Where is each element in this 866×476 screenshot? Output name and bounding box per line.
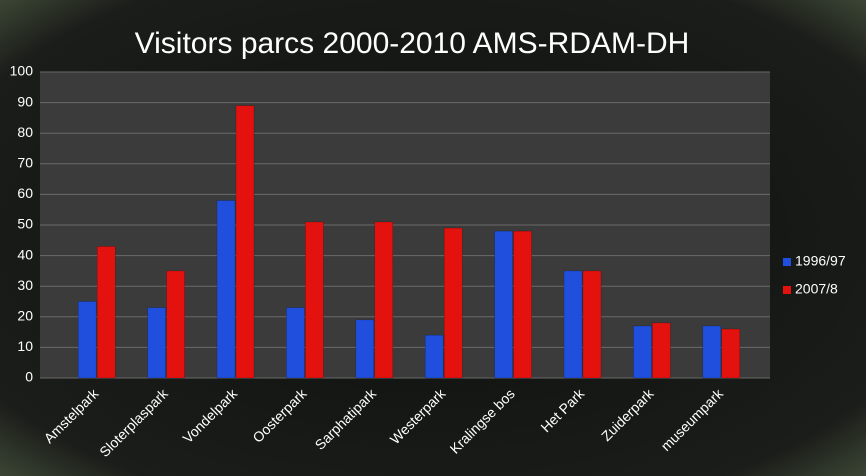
y-tick-label: 60 — [17, 185, 33, 201]
y-tick-label: 10 — [17, 338, 33, 354]
bar — [97, 246, 115, 378]
bar — [444, 228, 462, 378]
bar — [167, 271, 185, 378]
bar — [722, 329, 740, 378]
bar — [305, 222, 323, 378]
y-tick-label: 20 — [17, 308, 33, 324]
bar — [148, 308, 166, 378]
bar — [652, 323, 670, 378]
bar — [495, 231, 513, 378]
bar — [425, 335, 443, 378]
bar — [236, 106, 254, 378]
y-tick-label: 70 — [17, 155, 33, 171]
y-tick-label: 90 — [17, 93, 33, 109]
legend-swatch — [783, 286, 791, 294]
legend-label: 2007/8 — [795, 281, 838, 297]
legend-label: 1996/97 — [795, 253, 846, 269]
bar — [583, 271, 601, 378]
y-tick-label: 50 — [17, 216, 33, 232]
bar — [703, 326, 721, 378]
bar — [514, 231, 532, 378]
legend-swatch — [783, 258, 791, 266]
y-tick-label: 100 — [10, 63, 34, 79]
y-tick-label: 40 — [17, 246, 33, 262]
bar — [286, 308, 304, 378]
bar — [633, 326, 651, 378]
bar — [356, 320, 374, 378]
bar — [78, 302, 96, 379]
bar — [564, 271, 582, 378]
y-tick-label: 30 — [17, 277, 33, 293]
bar — [217, 201, 235, 378]
chart: Visitors parcs 2000-2010 AMS-RDAM-DH 0 10… — [0, 0, 866, 476]
y-tick-label: 0 — [25, 369, 33, 385]
y-tick-label: 80 — [17, 124, 33, 140]
chart-title: Visitors parcs 2000-2010 AMS-RDAM-DH — [135, 27, 690, 60]
bar — [375, 222, 393, 378]
